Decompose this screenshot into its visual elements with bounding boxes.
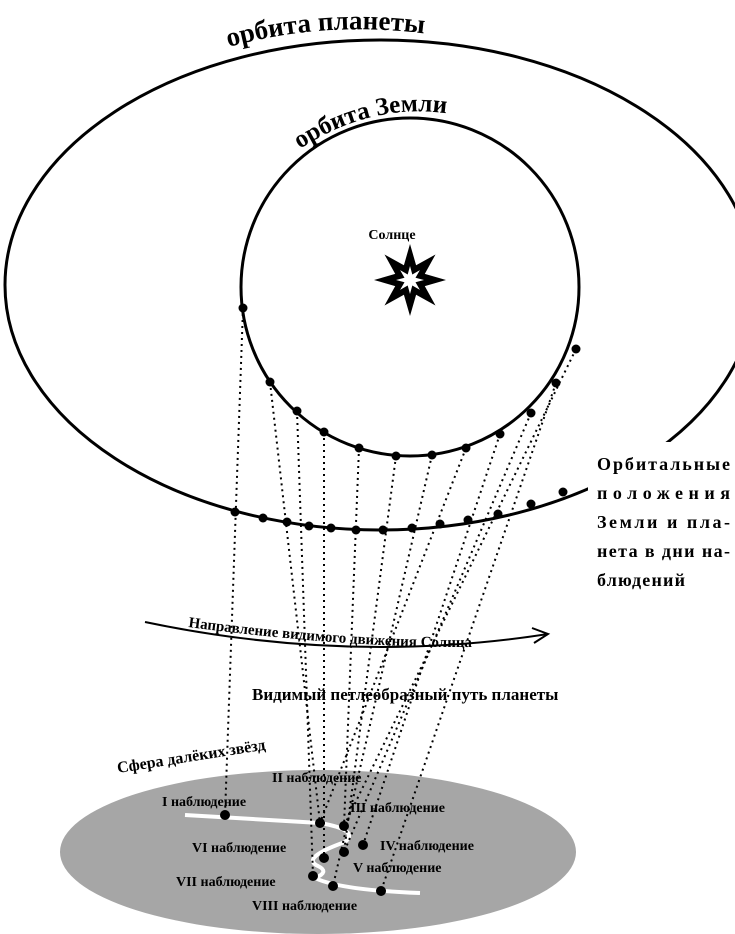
sun-label: Солнце — [368, 228, 415, 243]
loop-path — [184, 813, 421, 895]
planet-orbit-label: орбита планеты — [222, 5, 426, 52]
sight-line — [269, 381, 321, 824]
planet-position — [304, 521, 314, 531]
observation-point — [319, 853, 329, 863]
note-line: Орбитальные — [597, 454, 730, 474]
sight-line — [362, 433, 501, 846]
earth-position — [319, 427, 329, 437]
observation-label: IV наблюдение — [380, 839, 474, 854]
earth-position — [265, 377, 275, 387]
note-line: блюдений — [597, 570, 685, 590]
planet-position — [230, 507, 240, 517]
observation-point — [339, 821, 349, 831]
observation-point — [220, 810, 230, 820]
planet-position — [378, 525, 388, 535]
earth-position — [238, 303, 248, 313]
earth-position — [292, 406, 302, 416]
planet-position — [351, 525, 361, 535]
note-line: положения — [597, 483, 730, 503]
sight-line — [319, 447, 467, 824]
observation-point — [328, 881, 338, 891]
planet-position — [435, 519, 445, 529]
sight-line — [224, 307, 244, 816]
planet-position — [558, 487, 568, 497]
planet-position — [493, 509, 503, 519]
earth-position — [391, 451, 401, 461]
note-line: Земли и пла- — [597, 512, 730, 532]
sight-line — [343, 412, 532, 853]
observation-label: V наблюдение — [353, 861, 441, 876]
earth-orbit-label: орбита Земли — [289, 90, 449, 154]
earth-position — [427, 450, 437, 460]
positions — [220, 303, 581, 896]
earth-position — [495, 429, 505, 439]
sight-line — [343, 348, 577, 827]
earth-position — [526, 408, 536, 418]
note-line: нета в дни на- — [597, 541, 730, 561]
observation-label: III наблюдение — [350, 801, 445, 816]
earth-position — [461, 443, 471, 453]
positions-note: Орбитальные положения Земли и пла-нета в д… — [597, 454, 730, 590]
observation-label: I наблюдение — [162, 795, 246, 810]
observation-labels: I наблюдение II наблюдение III наблюдение I… — [162, 771, 474, 914]
sphere-label: Сфера далёких звёзд — [116, 737, 267, 777]
sun-core — [396, 266, 424, 294]
sight-line — [343, 455, 397, 853]
earth-position — [551, 378, 561, 388]
observation-point — [315, 818, 325, 828]
direction-arrow — [144, 621, 549, 648]
note-mask — [588, 442, 735, 602]
planet-position — [463, 515, 473, 525]
observation-point — [358, 840, 368, 850]
arrow-head — [531, 627, 551, 644]
planet-position — [258, 513, 268, 523]
earth-orbit — [239, 116, 581, 458]
observation-point — [376, 886, 386, 896]
planet-position — [526, 499, 536, 509]
observation-label: VIII наблюдение — [252, 899, 357, 914]
planet-position — [326, 523, 336, 533]
observation-point — [308, 871, 318, 881]
loop-label: Видимый петлеобразный путь планеты — [252, 685, 558, 704]
observation-point — [339, 847, 349, 857]
observation-label: II наблюдение — [272, 771, 362, 786]
planet-position — [282, 517, 292, 527]
observation-label: VI наблюдение — [192, 841, 286, 856]
planet-position — [407, 523, 417, 533]
observation-label: VII наблюдение — [176, 875, 276, 890]
earth-position — [354, 443, 364, 453]
earth-position — [571, 344, 581, 354]
